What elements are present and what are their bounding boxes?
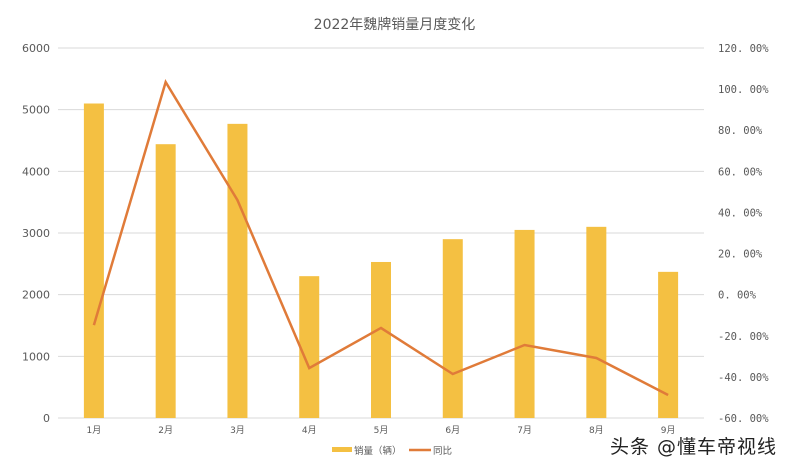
left-axis-tick: 6000 xyxy=(22,42,50,55)
chart-title: 2022年魏牌销量月度变化 xyxy=(313,17,476,33)
legend-swatch-sales xyxy=(332,447,352,452)
right-axis-tick: 80. 00% xyxy=(718,125,763,137)
bar-7月 xyxy=(514,229,535,418)
x-axis-tick: 4月 xyxy=(302,425,317,436)
watermark: 头条 @懂车帝视线 xyxy=(609,436,777,458)
x-axis-tick: 1月 xyxy=(87,425,102,436)
left-axis-tick: 5000 xyxy=(22,104,50,117)
right-axis-tick: 40. 00% xyxy=(718,207,763,219)
right-axis-tick: 120. 00% xyxy=(718,43,769,55)
line-series-yoy xyxy=(92,79,669,397)
left-axis-ticks: 0 1000 2000 3000 4000 5000 6000 xyxy=(22,42,50,425)
x-axis-tick: 2月 xyxy=(158,425,173,436)
bar-6月 xyxy=(442,239,463,418)
bar-9月 xyxy=(658,271,679,418)
x-axis-tick: 5月 xyxy=(374,425,389,436)
right-axis-tick: -40. 00% xyxy=(718,372,769,384)
left-axis-tick: 1000 xyxy=(22,350,50,363)
x-axis-tick: 8月 xyxy=(589,425,604,436)
left-axis-tick: 3000 xyxy=(22,227,50,240)
left-axis-tick: 0 xyxy=(43,412,50,425)
x-axis-tick: 6月 xyxy=(445,425,460,436)
x-axis-tick: 3月 xyxy=(230,425,245,436)
legend-label-sales: 销量（辆） xyxy=(354,445,402,457)
right-axis-tick: 60. 00% xyxy=(718,166,763,178)
bar-3月 xyxy=(227,123,248,418)
left-axis-tick: 2000 xyxy=(22,289,50,302)
legend: 销量（辆） 同比 xyxy=(332,445,452,457)
legend-label-yoy: 同比 xyxy=(433,445,452,457)
bar-1月 xyxy=(83,103,104,418)
right-axis-tick: -20. 00% xyxy=(718,331,769,343)
right-axis-tick: 0. 00% xyxy=(718,290,757,302)
bar-series-sales xyxy=(83,103,679,418)
left-axis-tick: 4000 xyxy=(22,165,50,178)
bar-5月 xyxy=(371,261,391,418)
right-axis-ticks: -60. 00% -40. 00% -20. 00% 0. 00% 20. 00% 40.… xyxy=(718,43,769,425)
bar-2月 xyxy=(155,144,176,418)
bar-4月 xyxy=(299,276,320,418)
right-axis-tick: 20. 00% xyxy=(718,249,763,261)
right-axis-tick: 100. 00% xyxy=(718,84,769,96)
yoy-line xyxy=(92,79,669,397)
right-axis-tick: -60. 00% xyxy=(718,413,769,425)
x-axis-tick: 7月 xyxy=(517,425,532,436)
x-axis-ticks: 1月 2月 3月 4月 5月 6月 7月 8月 9月 xyxy=(87,425,676,436)
bar-8月 xyxy=(586,226,607,418)
x-axis-tick: 9月 xyxy=(661,425,676,436)
